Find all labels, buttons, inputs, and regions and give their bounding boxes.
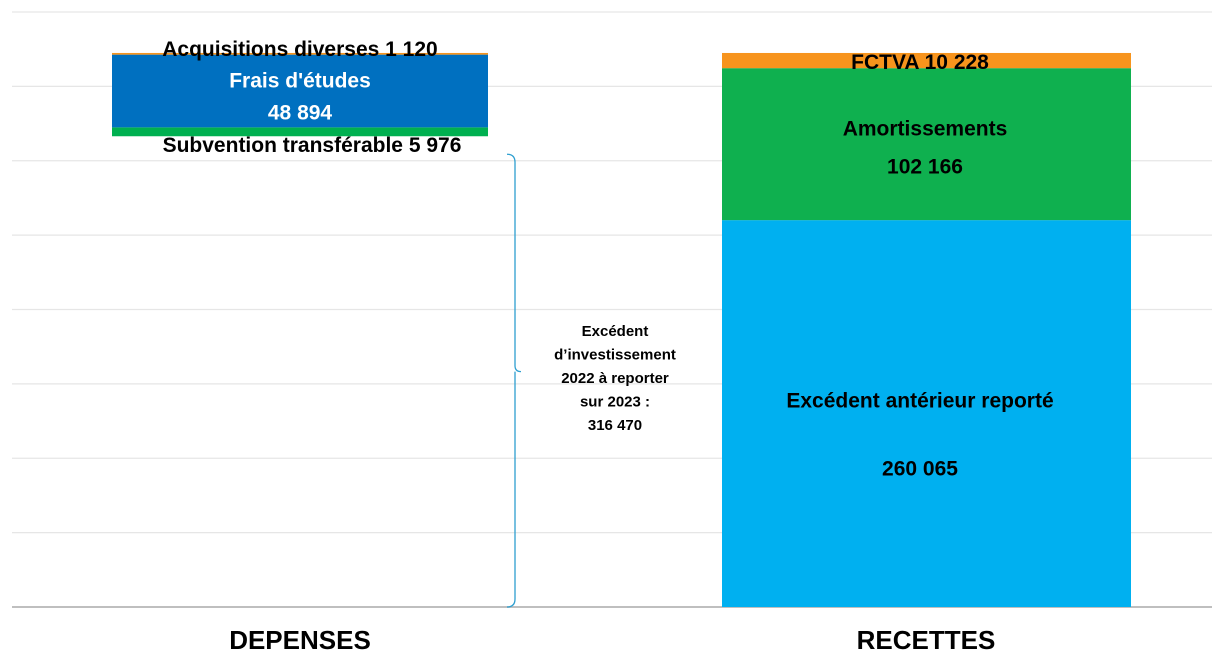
segment-value: 10 228 — [925, 51, 990, 74]
segment-name: FCTVA — [851, 51, 919, 74]
bar-segment — [112, 136, 488, 607]
segment-name: 2022 à reporter — [561, 370, 669, 387]
bracket — [506, 153, 522, 608]
bar-segment — [722, 220, 1131, 607]
segment-value: 316 470 — [588, 417, 642, 434]
bar-segment — [722, 68, 1131, 221]
bar-segment — [112, 127, 488, 137]
segment-name: d’investissement — [554, 346, 676, 363]
segment-value: 260 065 — [882, 458, 958, 481]
segment-name: sur 2023 : — [580, 393, 650, 410]
segment-label: FCTVA 10 228 — [851, 51, 989, 74]
bar-segment — [112, 52, 488, 55]
x-tick-label: RECETTES — [857, 625, 996, 655]
x-tick-label: DEPENSES — [229, 625, 371, 655]
segment-name: Acquisitions diverses — [162, 38, 379, 61]
segment-value: 48 894 — [268, 102, 333, 125]
segment-name: Amortissements — [843, 118, 1008, 141]
segment-label: Acquisitions diverses 1 120 — [162, 38, 437, 61]
segment-value: 5 976 — [409, 134, 462, 157]
bar-segment — [722, 52, 1131, 69]
segment-name: Excédent — [582, 323, 649, 340]
segment-label: Subvention transférable 5 976 — [163, 134, 462, 157]
segment-value: 1 120 — [385, 38, 438, 61]
segment-name: Frais d'études — [229, 70, 371, 93]
bar-segment — [112, 54, 488, 128]
segment-name: Subvention transférable — [163, 134, 403, 157]
segment-name: Excédent antérieur reporté — [786, 390, 1053, 413]
segment-value: 102 166 — [887, 156, 963, 179]
